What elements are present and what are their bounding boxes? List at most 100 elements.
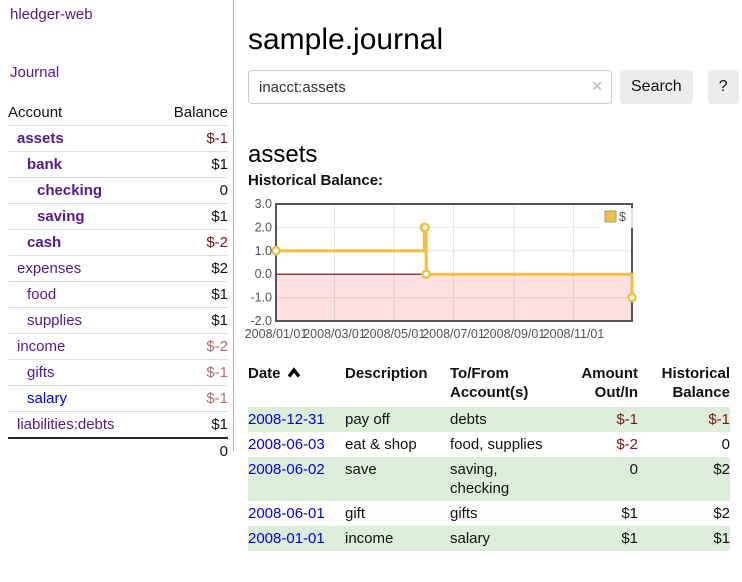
transaction-balance: $2 bbox=[713, 505, 730, 522]
x-axis-tick: 2008/07/01 bbox=[422, 327, 485, 341]
account-link-assets[interactable]: assets bbox=[17, 130, 64, 147]
register-header-date[interactable]: Date bbox=[248, 360, 345, 407]
transaction-balance: $1 bbox=[642, 526, 730, 551]
transaction-description: pay off bbox=[345, 407, 450, 432]
account-link-liabilities-debts[interactable]: liabilities:debts bbox=[17, 416, 115, 433]
register-table: Date Description To/From Account(s) Amou… bbox=[248, 360, 730, 551]
register-row: 2008-01-01 income salary $1 $1 bbox=[248, 526, 730, 551]
account-link-checking[interactable]: checking bbox=[37, 182, 103, 199]
historical-balance-chart: $3.0 2.0 1.0 0.0 -1.0 -2.0 2008/01/01 2008/03/0… bbox=[245, 197, 742, 350]
transaction-description: gift bbox=[345, 505, 366, 522]
transaction-accounts: saving, checking bbox=[450, 457, 580, 501]
account-link-supplies[interactable]: supplies bbox=[27, 312, 83, 329]
y-axis-tick: 3.0 bbox=[255, 197, 272, 211]
search-input[interactable] bbox=[248, 70, 612, 104]
transaction-accounts: debts bbox=[450, 407, 580, 432]
account-row: expenses $2 bbox=[8, 255, 228, 282]
account-row: bank $1 bbox=[8, 151, 228, 178]
transaction-balance: 0 bbox=[721, 436, 730, 453]
account-balance: $1 bbox=[153, 411, 228, 438]
chart-legend: $ bbox=[600, 208, 634, 228]
account-balance-table: Account Balance assets $-1 bank $1 checking 0… bbox=[8, 100, 228, 464]
x-axis-tick: 2008/11/01 bbox=[543, 327, 605, 341]
account-balance: $-2 bbox=[153, 229, 228, 256]
account-link-gifts[interactable]: gifts bbox=[27, 364, 55, 381]
data-point-marker bbox=[421, 269, 431, 279]
legend-label: $ bbox=[619, 210, 626, 224]
transaction-description: eat & shop bbox=[345, 436, 417, 453]
transaction-date-link[interactable]: 2008-12-31 bbox=[248, 411, 325, 428]
legend-swatch bbox=[604, 210, 617, 223]
balance-column-header: Balance bbox=[173, 104, 228, 121]
transaction-description: income bbox=[345, 526, 450, 551]
accounts-total-row: 0 bbox=[8, 437, 228, 464]
transaction-accounts: food, supplies bbox=[450, 436, 543, 453]
plot-border bbox=[275, 203, 633, 322]
app-brand-link[interactable]: hledger-web bbox=[10, 6, 93, 23]
sidebar-item-journal[interactable]: Journal bbox=[10, 64, 60, 81]
account-balance: $1 bbox=[153, 151, 228, 178]
x-axis-tick: 2008/05/01 bbox=[363, 327, 426, 341]
clear-search-icon[interactable]: ✕ bbox=[591, 78, 603, 94]
x-axis-tick: 2008/01/01 bbox=[245, 327, 308, 341]
account-link-saving[interactable]: saving bbox=[37, 208, 85, 225]
account-balance: $1 bbox=[153, 281, 228, 308]
search-button[interactable]: Search bbox=[620, 70, 693, 104]
account-balance: $-1 bbox=[153, 359, 228, 386]
account-balance: $1 bbox=[153, 203, 228, 230]
account-link-income[interactable]: income bbox=[17, 338, 66, 355]
y-axis-tick: 0.0 bbox=[255, 267, 272, 281]
accounts-total-value: 0 bbox=[153, 437, 228, 464]
data-point-marker bbox=[271, 246, 281, 256]
account-link-bank[interactable]: bank bbox=[27, 156, 63, 173]
x-axis-tick: 2008/09/01 bbox=[483, 327, 546, 341]
account-balance: $1 bbox=[153, 307, 228, 334]
account-link-cash[interactable]: cash bbox=[27, 234, 62, 251]
help-button[interactable]: ? bbox=[707, 70, 739, 104]
account-row: cash $-2 bbox=[8, 229, 228, 256]
account-row: food $1 bbox=[8, 281, 228, 308]
sort-ascending-icon bbox=[287, 367, 300, 378]
page-title: sample.journal bbox=[248, 23, 444, 57]
account-balance: 0 bbox=[153, 177, 228, 204]
account-table-header: Account Balance bbox=[8, 100, 228, 126]
register-row: 2008-06-03 eat & shop food, supplies $-2 0 bbox=[248, 432, 730, 457]
register-header-balance: Historical Balance bbox=[661, 365, 730, 401]
register-header-row: Date Description To/From Account(s) Amou… bbox=[248, 360, 730, 407]
account-balance: $2 bbox=[153, 255, 228, 282]
register-header-accounts: To/From Account(s) bbox=[450, 365, 529, 401]
transaction-accounts: salary bbox=[450, 526, 580, 551]
search-form: ✕ Search ? bbox=[248, 70, 739, 104]
account-link-food[interactable]: food bbox=[27, 286, 57, 303]
y-axis-tick: 1.0 bbox=[255, 244, 272, 258]
transaction-date-link[interactable]: 2008-06-03 bbox=[248, 436, 325, 453]
transaction-amount: $1 bbox=[621, 505, 638, 522]
transaction-balance: $2 bbox=[642, 457, 730, 501]
transaction-balance: $-1 bbox=[642, 407, 730, 432]
transaction-date-link[interactable]: 2008-06-02 bbox=[248, 461, 325, 478]
y-axis-tick: -2.0 bbox=[250, 314, 272, 328]
account-row: supplies $1 bbox=[8, 307, 228, 334]
account-balance: $-1 bbox=[153, 125, 228, 152]
account-row: salary $-1 bbox=[8, 385, 228, 412]
account-link-salary[interactable]: salary bbox=[27, 390, 68, 407]
transaction-date-link[interactable]: 2008-01-01 bbox=[248, 530, 325, 547]
chart-heading: Historical Balance: bbox=[248, 172, 384, 189]
date-header-label: Date bbox=[248, 365, 281, 382]
account-row: checking 0 bbox=[8, 177, 228, 204]
x-axis-tick: 2008/03/01 bbox=[303, 327, 366, 341]
negative-region bbox=[276, 274, 632, 321]
transaction-amount: 0 bbox=[580, 457, 642, 501]
account-link-expenses[interactable]: expenses bbox=[17, 260, 82, 277]
transaction-accounts: gifts bbox=[450, 505, 478, 522]
transaction-date-link[interactable]: 2008-06-01 bbox=[248, 505, 325, 522]
register-row: 2008-06-02 save saving, checking 0 $2 bbox=[248, 457, 730, 501]
search-input-wrap: ✕ bbox=[248, 70, 612, 104]
main-content: sample.journal ✕ Search ? assets Histori… bbox=[245, 0, 742, 582]
y-axis-tick: 2.0 bbox=[255, 220, 272, 234]
account-balance: $-2 bbox=[153, 333, 228, 360]
transaction-amount: $-2 bbox=[616, 436, 638, 453]
account-page-title: assets bbox=[248, 140, 318, 168]
account-row: liabilities:debts $1 bbox=[8, 411, 228, 438]
register-row: 2008-12-31 pay off debts $-1 $-1 bbox=[248, 407, 730, 432]
